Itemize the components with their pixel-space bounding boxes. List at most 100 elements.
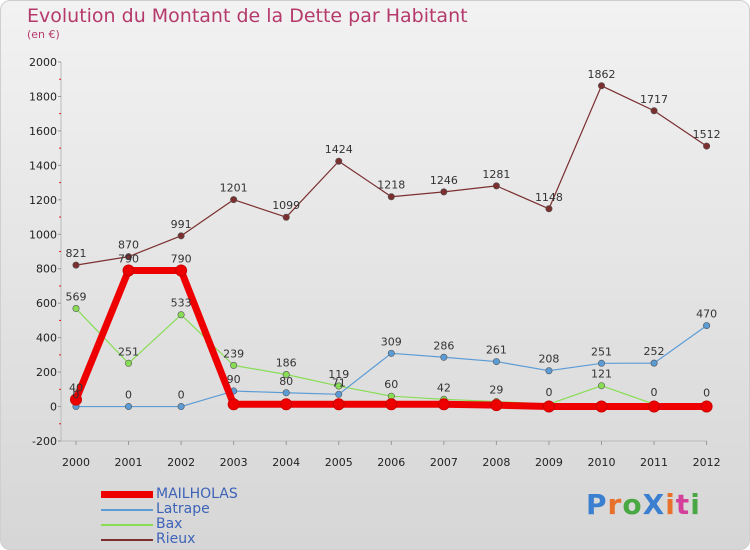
- data-point: [177, 403, 185, 411]
- data-point: [492, 182, 500, 190]
- y-tick-label: 0: [50, 401, 57, 414]
- x-tick-label: 2008: [482, 456, 510, 469]
- data-point: [72, 261, 80, 269]
- data-point: [230, 361, 238, 369]
- data-point: [282, 371, 290, 379]
- y-tick-label: 1400: [29, 159, 57, 172]
- data-label: 1717: [640, 93, 668, 106]
- data-point: [335, 157, 343, 165]
- logo-letter: o: [622, 488, 643, 521]
- data-label: 569: [66, 291, 87, 304]
- data-point: [545, 367, 553, 375]
- data-point: [177, 311, 185, 319]
- data-label: 40: [69, 382, 83, 395]
- data-point: [387, 193, 395, 201]
- data-label: 1218: [377, 179, 405, 192]
- x-tick-label: 2003: [220, 456, 248, 469]
- data-label: 790: [171, 252, 192, 265]
- chart-unit: (en €): [27, 28, 60, 41]
- x-tick-label: 2010: [588, 456, 616, 469]
- legend-label: Latrape: [156, 501, 210, 517]
- data-point: [545, 205, 553, 213]
- data-label: 119: [328, 368, 349, 381]
- data-label: 251: [118, 345, 139, 358]
- data-label: 286: [433, 339, 454, 352]
- data-label: 121: [591, 368, 612, 381]
- x-tick-label: 2006: [377, 456, 405, 469]
- data-point: [597, 82, 605, 90]
- x-tick-label: 2004: [272, 456, 300, 469]
- data-point: [703, 322, 711, 330]
- data-point: [335, 390, 343, 398]
- data-label: 0: [73, 389, 80, 402]
- data-label: 1201: [220, 182, 248, 195]
- data-point: [387, 349, 395, 357]
- data-point: [440, 353, 448, 361]
- data-point: [125, 359, 133, 367]
- data-label: 821: [66, 247, 87, 260]
- data-point: [230, 196, 238, 204]
- data-label: 0: [703, 386, 710, 399]
- data-label: 0: [545, 386, 552, 399]
- data-label: 261: [486, 344, 507, 357]
- data-label: 80: [279, 375, 293, 388]
- data-point: [648, 400, 661, 413]
- data-point: [72, 305, 80, 313]
- logo-letter: r: [607, 488, 623, 521]
- data-label: 186: [276, 357, 297, 370]
- chart-title: Evolution du Montant de la Dette par Hab…: [27, 5, 468, 27]
- data-point: [125, 253, 133, 261]
- data-label: 0: [651, 386, 658, 399]
- y-tick-label: 600: [36, 297, 57, 310]
- data-label: 239: [223, 347, 244, 360]
- x-tick-label: 2002: [167, 456, 195, 469]
- data-point: [280, 398, 293, 411]
- data-point: [177, 232, 185, 240]
- data-label: 251: [591, 345, 612, 358]
- data-point: [282, 213, 290, 221]
- data-label: 1246: [430, 174, 458, 187]
- data-point: [595, 400, 608, 413]
- data-label: 470: [696, 308, 717, 321]
- data-label: 29: [489, 384, 503, 397]
- x-tick-label: 2000: [62, 456, 90, 469]
- data-label: 42: [437, 381, 451, 394]
- data-point: [70, 393, 82, 406]
- x-tick-label: 2005: [325, 456, 353, 469]
- logo-letter: X: [642, 488, 666, 521]
- legend-swatch: [101, 539, 153, 541]
- y-tick-label: 1600: [29, 125, 57, 138]
- data-point: [122, 264, 135, 277]
- data-point: [385, 398, 398, 411]
- logo-letter: P: [586, 488, 608, 521]
- data-label: 208: [538, 353, 559, 366]
- data-point: [125, 403, 133, 411]
- data-label: 1148: [535, 191, 563, 204]
- data-label: 252: [644, 345, 665, 358]
- data-point: [282, 389, 290, 397]
- data-point: [490, 399, 503, 412]
- proxiti-logo: ProXiti: [586, 488, 701, 521]
- y-tick-label: 200: [36, 366, 57, 379]
- data-point: [703, 142, 711, 150]
- legend-label: MAILHOLAS: [156, 486, 238, 502]
- data-label: 0: [125, 389, 132, 402]
- data-point: [700, 400, 713, 413]
- legend-swatch: [101, 509, 153, 511]
- data-label: 60: [384, 378, 398, 391]
- data-point: [492, 358, 500, 366]
- data-point: [597, 359, 605, 367]
- x-tick-label: 2011: [640, 456, 668, 469]
- y-tick-label: 400: [36, 332, 57, 345]
- logo-letter: t: [675, 488, 691, 521]
- data-point: [437, 398, 450, 411]
- logo-letter: i: [690, 488, 701, 521]
- data-label: 1099: [272, 199, 300, 212]
- legend-label: Rieux: [156, 531, 196, 547]
- y-tick-label: 2000: [29, 56, 57, 69]
- y-tick-label: -200: [32, 435, 57, 448]
- x-tick-label: 2012: [693, 456, 721, 469]
- logo-letter: i: [665, 488, 676, 521]
